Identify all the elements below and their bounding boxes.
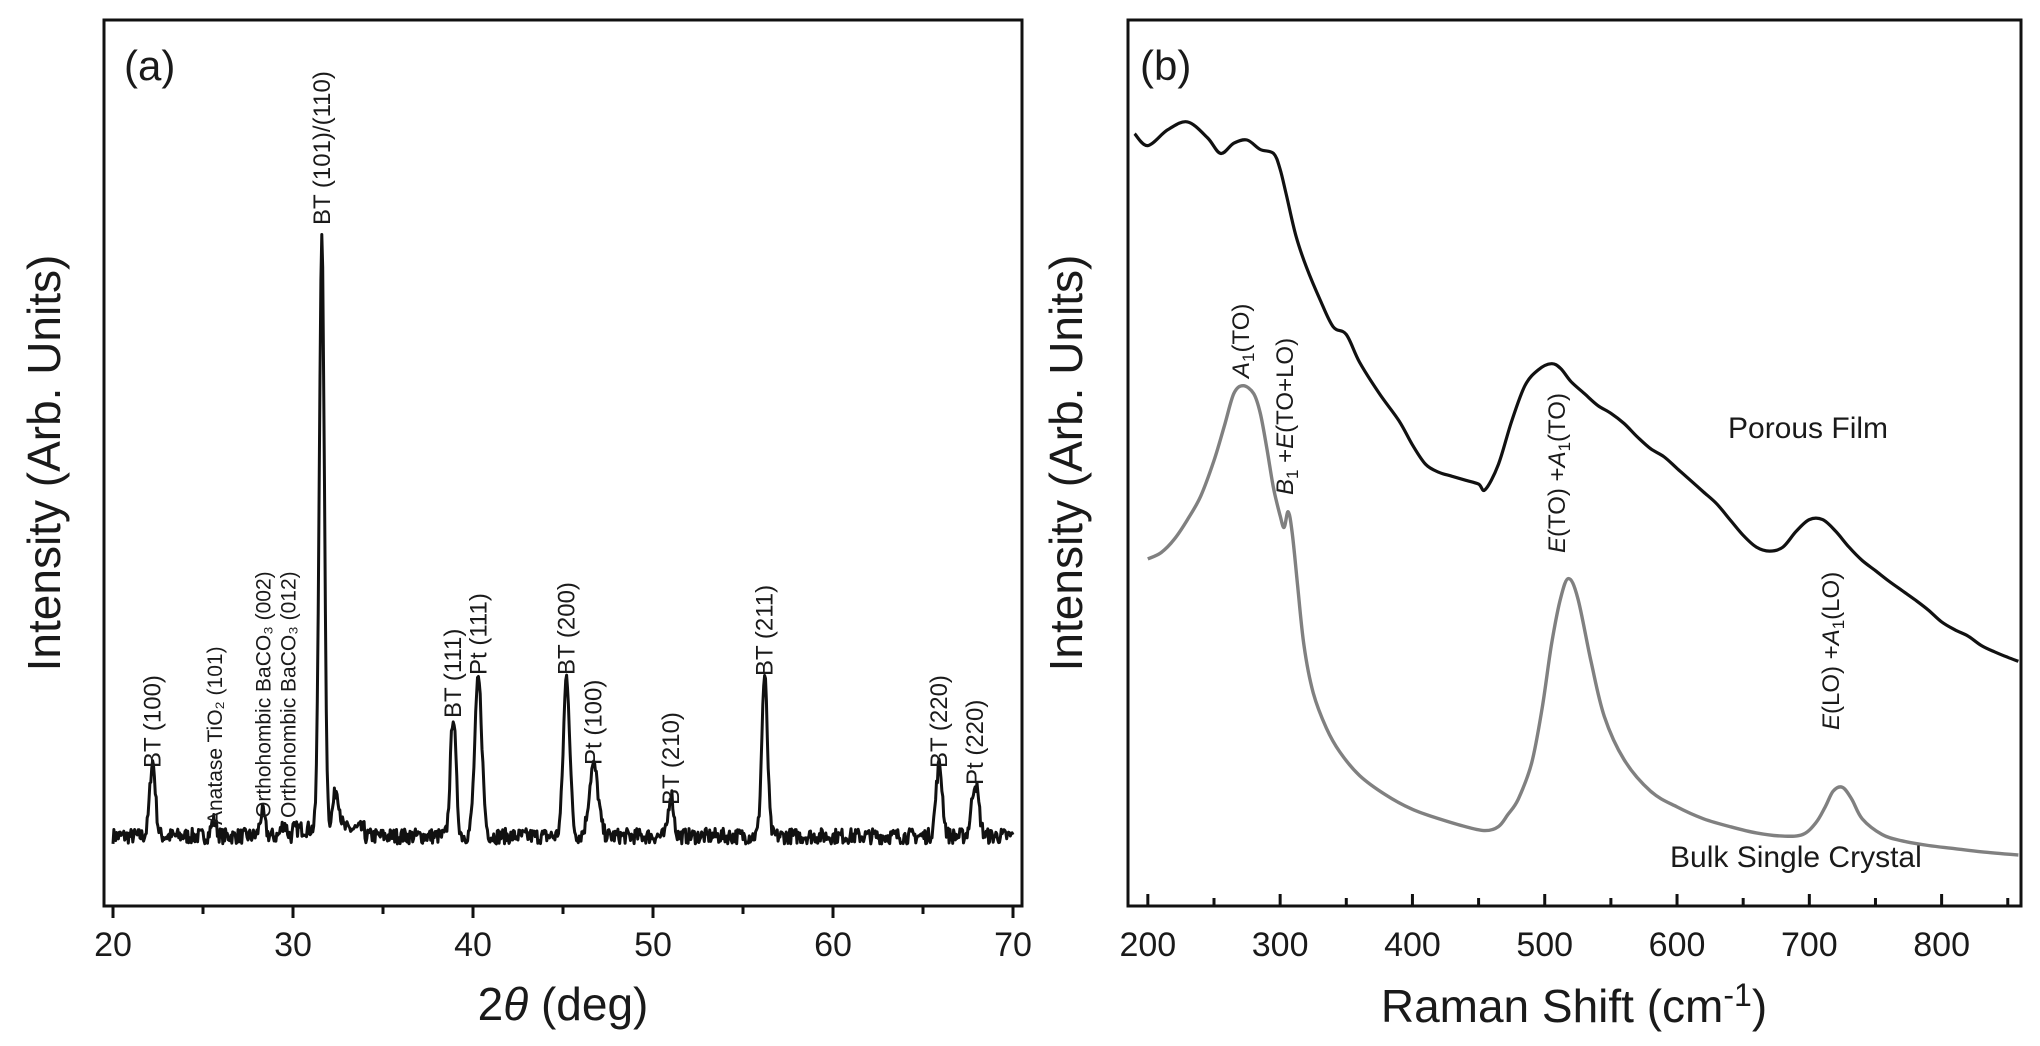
panel-a-peak-annotations: BT (100) Anatase TiO₂ (101) Orthohombic Ba…: [140, 71, 990, 825]
x-title-prefix: 2: [478, 978, 504, 1030]
annotation-e-to-a1-to: E(TO) +A1(TO): [1544, 393, 1574, 553]
peak-annotation: Anatase TiO₂ (101): [204, 646, 227, 825]
panel-b-frame: [1126, 18, 2023, 908]
x-title-theta: θ: [503, 978, 528, 1030]
x-tick-label: 70: [994, 926, 1032, 964]
x-tick-label: 700: [1781, 926, 1838, 964]
peak-annotation: BT (101)/(110): [309, 71, 336, 225]
x-tick-label: 600: [1649, 926, 1706, 964]
x-tick-label: 800: [1913, 926, 1970, 964]
porous-film-line: [1133, 120, 2019, 663]
x-tick-label: 400: [1384, 926, 1441, 964]
panel-a-x-axis-title: 2θ (deg): [478, 978, 649, 1030]
x-tick-label: 40: [454, 926, 492, 964]
bulk-single-crystal-line: [1147, 384, 2019, 857]
peak-annotation: Pt (220): [962, 700, 989, 785]
x-title-unit: (deg): [528, 978, 648, 1030]
x-title-base: Raman Shift (cm: [1381, 980, 1724, 1032]
annotation-e-lo-a1-lo: E(LO) +A1(LO): [1818, 572, 1848, 730]
x-title-close: ): [1752, 980, 1767, 1032]
x-tick-label: 50: [634, 926, 672, 964]
x-tick-label: 20: [94, 926, 132, 964]
peak-annotation: Orthohombic BaCO₃ (012): [278, 571, 301, 818]
peak-annotation: Pt (111): [465, 593, 492, 675]
panel-a-xrd: 20 30 40 50 60 70 BT (100) Anatase TiO₂ (101) O…: [18, 18, 1032, 1030]
peak-annotation: Pt (100): [581, 680, 608, 765]
panel-b-y-axis-title: Intensity (Arb. Units): [1040, 255, 1092, 672]
peak-annotation: Orthohombic BaCO₃ (002): [252, 571, 275, 818]
peak-annotation: BT (200): [554, 582, 581, 675]
annotation-b1-e-to-lo: B1 +E(TO+LO): [1272, 338, 1302, 495]
peak-annotation: BT (100): [140, 675, 167, 768]
porous-film-label: Porous Film: [1728, 412, 1888, 445]
panel-a-x-tick-labels: 20 30 40 50 60 70: [94, 926, 1032, 964]
panel-b-raman: 200 300 400 500 600 700 800 (b) Intensity (Arb…: [1040, 18, 2023, 1032]
bulk-single-crystal-label: Bulk Single Crystal: [1670, 841, 1922, 874]
x-title-superscript: -1: [1723, 977, 1751, 1013]
x-tick-label: 500: [1516, 926, 1573, 964]
panel-a-x-ticks: [111, 906, 1015, 918]
annotation-a1-to: A1(TO): [1228, 304, 1258, 380]
x-tick-label: 30: [274, 926, 312, 964]
panel-a-label: (a): [124, 42, 175, 89]
peak-annotation: BT (111): [440, 629, 467, 718]
x-tick-label: 60: [814, 926, 852, 964]
peak-annotation: BT (210): [658, 712, 685, 805]
panel-b-label: (b): [1140, 42, 1191, 89]
peak-annotation: BT (211): [752, 585, 779, 676]
panel-b-x-ticks: [1146, 894, 2010, 906]
x-tick-label: 200: [1119, 926, 1176, 964]
x-tick-label: 300: [1252, 926, 1309, 964]
xrd-pattern-line: [111, 233, 1015, 846]
panel-b-x-tick-labels: 200 300 400 500 600 700 800: [1119, 926, 1970, 964]
panel-a-y-axis-title: Intensity (Arb. Units): [18, 255, 70, 672]
peak-annotation: BT (220): [926, 675, 953, 768]
panel-b-x-axis-title: Raman Shift (cm-1): [1381, 977, 1767, 1032]
